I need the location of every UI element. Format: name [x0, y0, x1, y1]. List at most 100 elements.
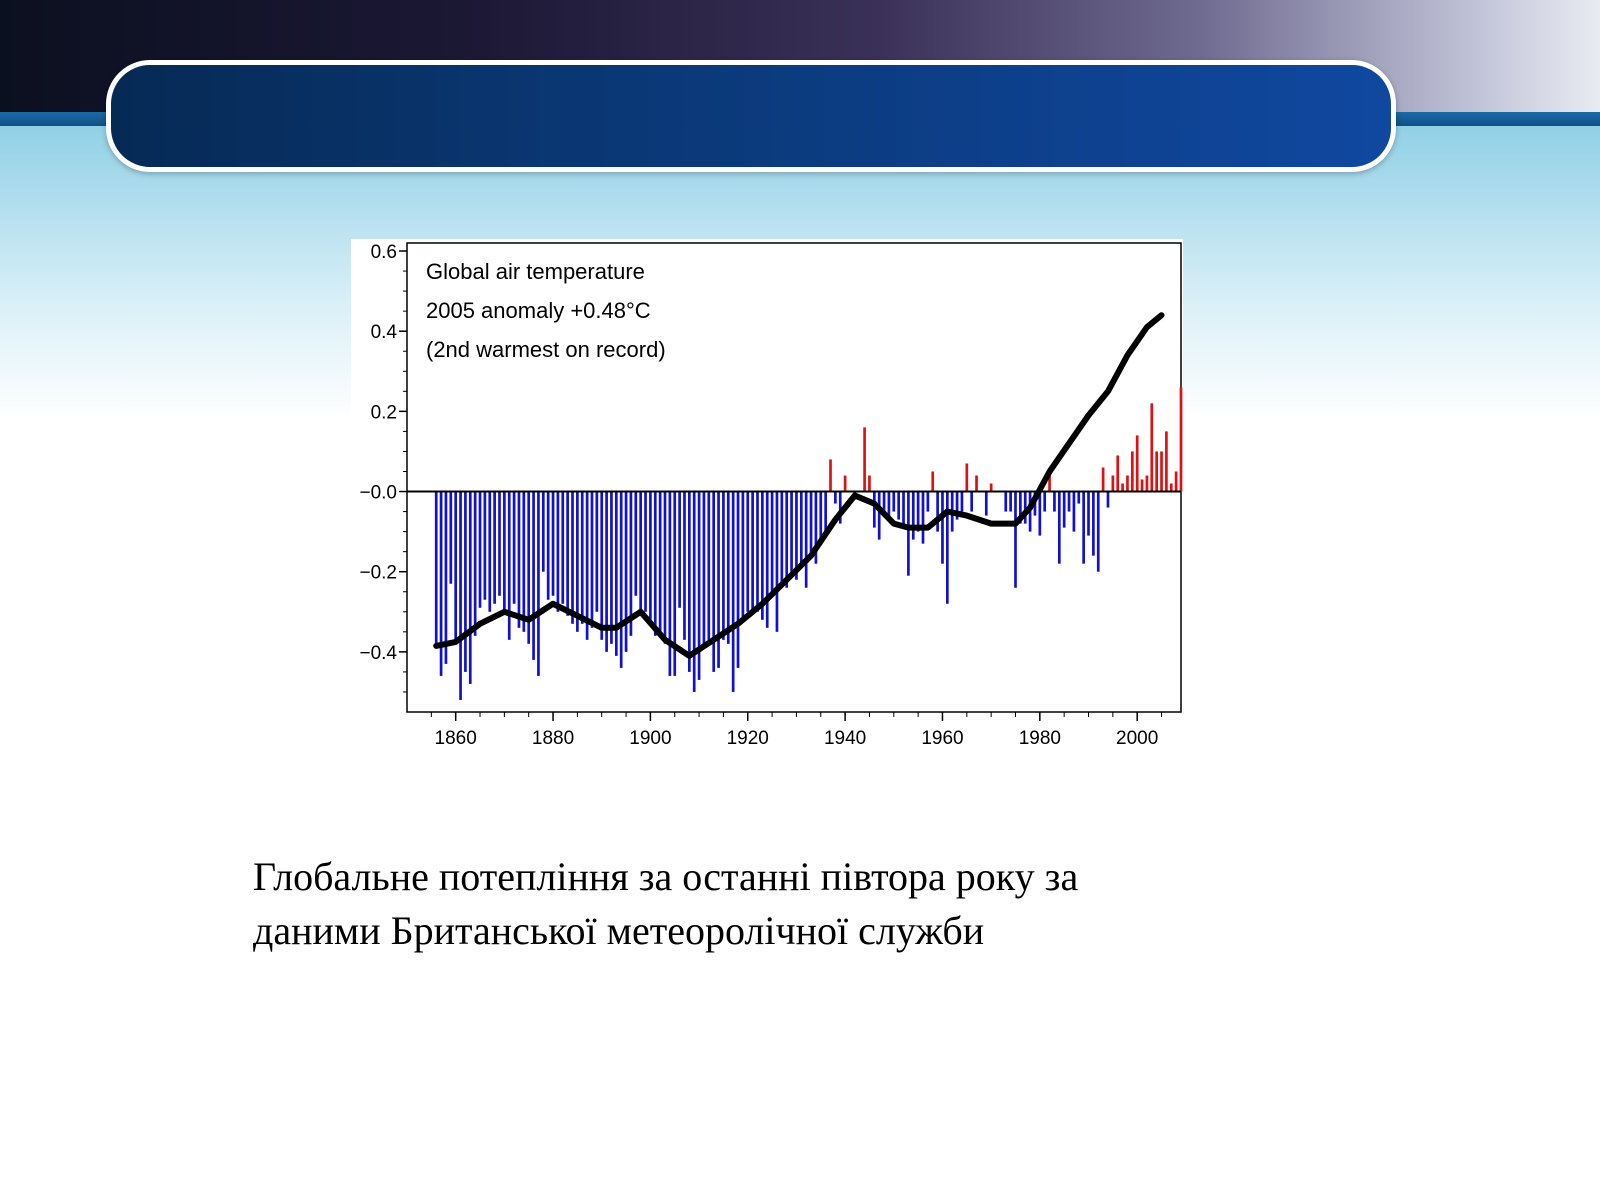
anomaly-bar	[1014, 491, 1017, 588]
x-axis: 1860 1880 1900 1920 1940 1960 1980 2000	[435, 712, 1158, 749]
anomaly-bar	[517, 491, 521, 628]
anomaly-bar	[473, 491, 477, 636]
anomaly-bar	[726, 491, 730, 644]
anomaly-bar	[614, 491, 618, 656]
x-tick-label: 1900	[629, 728, 671, 749]
anomaly-bar	[1169, 483, 1173, 492]
anomaly-bar	[785, 491, 789, 588]
anomaly-bar	[546, 491, 550, 600]
anomaly-bar	[464, 491, 467, 672]
anomaly-bar	[1009, 491, 1012, 512]
anomaly-bar	[829, 459, 832, 492]
y-tick-label: −0.0	[359, 483, 397, 504]
anomaly-bar	[731, 491, 735, 692]
anomaly-bar	[600, 491, 604, 640]
anomaly-bar	[746, 491, 750, 612]
anomaly-bar	[1106, 491, 1110, 508]
anomaly-bar	[1057, 491, 1061, 564]
anomaly-bar	[454, 491, 458, 644]
anomaly-bar	[697, 491, 701, 680]
anomaly-bar	[756, 491, 759, 612]
anomaly-bar	[1160, 451, 1163, 492]
anomaly-bar	[629, 491, 633, 636]
x-tick-label: 1860	[435, 728, 477, 749]
anomaly-bar	[1096, 491, 1100, 572]
anomaly-bar	[814, 491, 818, 564]
anomaly-bar	[1130, 451, 1134, 492]
anomaly-bar	[989, 483, 993, 492]
anomaly-bar	[868, 475, 871, 492]
anomaly-bar	[770, 491, 774, 596]
anomaly-bar	[790, 491, 793, 572]
x-tick-label: 1880	[532, 728, 574, 749]
anomaly-bar	[541, 491, 545, 572]
anomaly-bar	[834, 491, 837, 504]
smoothed-curve	[433, 312, 1165, 659]
temperature-chart: 0.6 0.4 0.2 −0.0 −0.2 −0.4 1860 1880 1900 1920 19…	[351, 239, 1183, 749]
anomaly-bar	[1140, 479, 1144, 492]
anomaly-bar	[717, 491, 720, 668]
anomaly-bar	[970, 491, 974, 512]
anomaly-bar	[439, 491, 443, 676]
anomaly-bar	[931, 471, 935, 492]
anomaly-bar	[824, 491, 827, 532]
anomaly-bar	[1111, 475, 1115, 492]
anomaly-bar	[1048, 475, 1051, 492]
caption-line-2: даними Британської метеоролічної служби	[253, 908, 985, 953]
anomaly-bar	[595, 491, 599, 612]
anomaly-bar	[522, 491, 526, 632]
anomaly-bar	[649, 491, 652, 620]
anomaly-bar	[1145, 475, 1149, 492]
anomaly-bar	[1062, 491, 1066, 528]
anomaly-bar	[459, 491, 462, 700]
anomaly-bar	[1019, 491, 1022, 524]
anomaly-bar	[561, 491, 565, 604]
anomaly-bar	[799, 491, 803, 564]
anomaly-bar	[537, 491, 540, 676]
anomaly-bar	[892, 491, 896, 512]
anomaly-bar	[863, 427, 866, 492]
anomaly-bar	[507, 491, 511, 640]
anomaly-bar	[1165, 431, 1168, 492]
anomaly-bar	[1004, 491, 1008, 512]
anomaly-bar	[610, 491, 613, 644]
anomaly-bar	[678, 491, 681, 608]
anomaly-bar	[527, 491, 531, 644]
caption-line-1: Глобальне потепління за останні півтора …	[253, 854, 1079, 899]
anomaly-bar	[751, 491, 754, 612]
anomaly-bar	[1023, 491, 1027, 524]
anomaly-bar	[1043, 491, 1047, 512]
anomaly-bar	[551, 491, 555, 596]
anomaly-bar	[795, 491, 798, 580]
anomaly-bar	[571, 491, 574, 624]
anomaly-bar	[668, 491, 672, 676]
anomaly-bar	[921, 491, 925, 544]
anomaly-bar	[634, 491, 638, 596]
y-tick-label: −0.2	[359, 563, 397, 584]
anomaly-bar	[663, 491, 667, 644]
title-bar	[106, 60, 1396, 172]
anomaly-bar	[658, 491, 662, 632]
anomaly-bar	[897, 491, 900, 520]
x-tick-label: 1920	[727, 728, 769, 749]
anomaly-bar	[683, 491, 686, 640]
anomaly-bar	[712, 491, 716, 672]
anomaly-bar	[965, 463, 969, 492]
anomaly-bar	[483, 491, 487, 600]
anomaly-bar	[644, 491, 647, 612]
anomaly-bars	[434, 387, 1183, 700]
anomaly-bar	[741, 491, 745, 620]
anomaly-bar	[1053, 491, 1056, 512]
anomaly-bar	[1179, 387, 1183, 492]
slide-caption: Глобальне потепління за останні півтора …	[253, 850, 1173, 958]
x-tick-label: 1980	[1019, 728, 1061, 749]
anomaly-bar	[926, 491, 930, 512]
y-tick-label: 0.4	[371, 322, 398, 343]
anomaly-bar	[556, 491, 560, 612]
anomaly-bar	[843, 475, 847, 492]
chart-title-line-3: (2nd warmest on record)	[426, 337, 666, 362]
y-axis: 0.6 0.4 0.2 −0.0 −0.2 −0.4	[359, 242, 407, 664]
anomaly-bar	[434, 491, 438, 644]
anomaly-bar	[736, 491, 740, 668]
anomaly-bar	[887, 491, 891, 520]
